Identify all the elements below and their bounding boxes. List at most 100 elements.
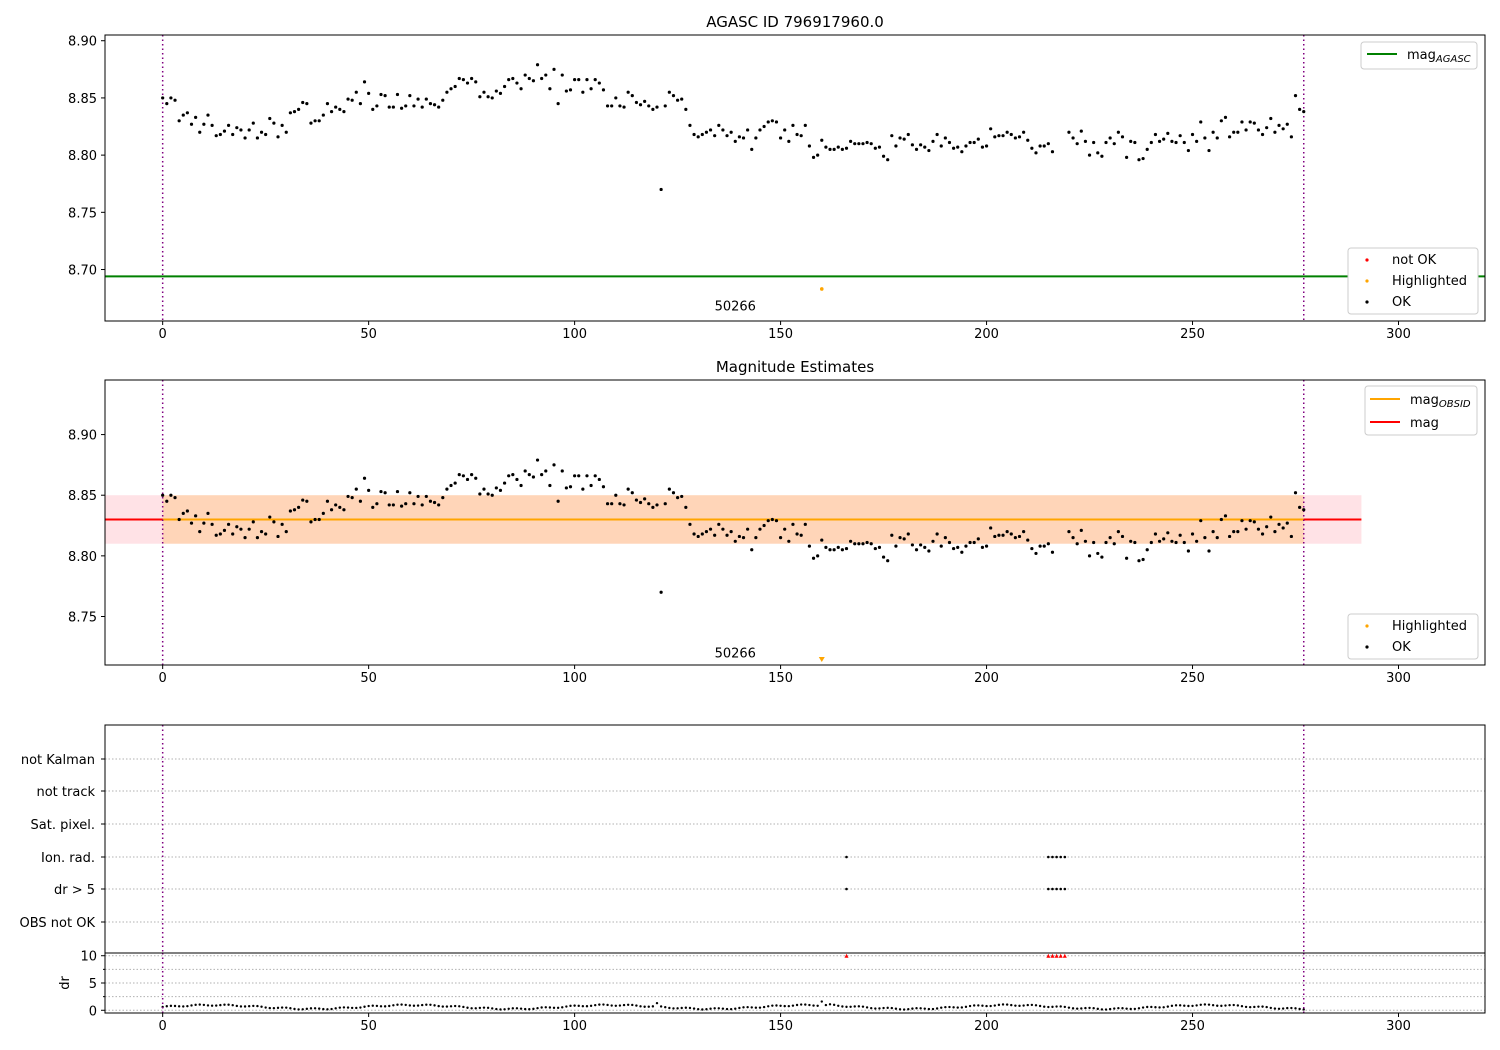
- dr-point: [1187, 1004, 1190, 1008]
- agasc-ok-point: [680, 97, 684, 101]
- agasc-ok-point: [865, 140, 869, 145]
- dr-point: [416, 1004, 420, 1007]
- dr-point: [219, 1003, 222, 1007]
- estimates-ok-point: [1096, 551, 1100, 556]
- estimates-ok-point: [346, 494, 350, 499]
- estimates-ok-point: [247, 527, 251, 531]
- svg-text:magAGASC: magAGASC: [1407, 48, 1471, 65]
- agasc-ok-point: [663, 104, 667, 108]
- estimates-ok-point: [1190, 532, 1195, 536]
- agasc-ok-point: [486, 95, 490, 99]
- estimates-ok-point: [931, 539, 935, 543]
- estimates-ok-point: [573, 474, 577, 478]
- estimates-ok-point: [1100, 555, 1104, 559]
- agasc-ytick-label: 8.90: [68, 35, 97, 50]
- estimates-ok-point: [675, 496, 680, 500]
- flags-point: [1059, 887, 1063, 891]
- agasc-ok-point: [684, 107, 688, 111]
- agasc-ok-point: [700, 132, 704, 137]
- agasc-xtick-label: 300: [1386, 327, 1411, 342]
- agasc-ytick-label: 8.85: [68, 92, 97, 107]
- estimates-ok-point: [886, 559, 890, 563]
- agasc-ok-point: [993, 135, 997, 139]
- dr-point: [425, 1003, 428, 1006]
- estimates-ok-point: [568, 485, 573, 489]
- dr-point: [1088, 1006, 1091, 1010]
- estimates-ok-point: [667, 487, 671, 491]
- estimates-ytick-label: 8.75: [68, 610, 97, 625]
- agasc-ok-point: [371, 107, 375, 111]
- dr-point: [606, 1003, 609, 1007]
- agasc-xtick-label: 100: [562, 327, 587, 342]
- agasc-ok-point: [787, 139, 791, 143]
- estimates-ok-point: [787, 539, 791, 543]
- dr-point: [1294, 1007, 1297, 1010]
- agasc-ok-point: [165, 102, 169, 106]
- agasc-xtick-label: 150: [768, 327, 793, 342]
- agasc-ok-point: [556, 102, 560, 106]
- dr-point: [820, 1000, 823, 1003]
- agasc-ok-point: [873, 146, 877, 150]
- estimates-ok-point: [325, 499, 330, 503]
- agasc-ok-point: [1252, 121, 1256, 125]
- agasc-ok-point: [902, 137, 906, 141]
- dr-xtick-label: 250: [1180, 1019, 1205, 1034]
- dr-point: [923, 1007, 926, 1010]
- dr-point: [363, 1005, 366, 1008]
- estimates-ok-point: [1133, 540, 1137, 545]
- dr-point: [1141, 1006, 1145, 1009]
- agasc-ok-point: [577, 78, 581, 82]
- agasc-ok-point: [964, 144, 968, 148]
- dr-point: [1216, 1004, 1219, 1007]
- agasc-ok-point: [766, 120, 770, 124]
- dr-point: [276, 1006, 280, 1010]
- estimates-ok-point: [741, 536, 746, 540]
- dr-point: [256, 1004, 259, 1008]
- agasc-ok-point: [1034, 151, 1038, 155]
- estimates-ok-point: [1215, 536, 1219, 540]
- dr-point: [342, 1006, 346, 1009]
- dr-point: [375, 1004, 379, 1008]
- estimates-ok-point: [367, 488, 371, 492]
- agasc-ok-point: [568, 88, 573, 92]
- estimates-ok-point: [980, 545, 985, 549]
- dr-point: [350, 1006, 354, 1010]
- agasc-ok-point: [1186, 148, 1191, 153]
- estimates-ok-point: [1087, 554, 1092, 558]
- estimates-legend-bottom: Highlighted OK: [1347, 613, 1479, 660]
- dr-point: [1092, 1007, 1095, 1010]
- estimates-ok-point: [746, 527, 750, 531]
- estimates-ok-point: [721, 527, 725, 531]
- estimates-ok-point: [342, 508, 346, 512]
- dr-point: [948, 1005, 951, 1009]
- agasc-ok-point: [346, 97, 350, 101]
- dr-point: [173, 1004, 177, 1008]
- estimates-ok-point: [531, 475, 536, 479]
- estimates-ok-point: [951, 546, 956, 551]
- dr-point: [190, 1004, 193, 1007]
- agasc-ok-point: [511, 76, 515, 81]
- flags-category-label: dr > 5: [54, 883, 95, 898]
- estimates-ok-point: [1244, 527, 1248, 531]
- estimates-ok-point: [643, 497, 647, 501]
- estimates-ok-point: [758, 527, 762, 531]
- dr-point: [1195, 1004, 1198, 1007]
- agasc-title: AGASC ID 796917960.0: [706, 13, 884, 31]
- dr-point: [420, 1003, 424, 1007]
- estimates-axes-frame: [104, 379, 1486, 666]
- estimates-ok-point: [910, 543, 915, 547]
- estimates-ok-point: [935, 532, 939, 536]
- agasc-ok-point: [478, 95, 482, 99]
- estimates-ok-point: [1001, 533, 1005, 537]
- dr-point: [1166, 1005, 1170, 1008]
- agasc-ok-point: [1096, 151, 1100, 155]
- agasc-ok-point: [976, 137, 980, 141]
- dr-point: [355, 1006, 358, 1010]
- agasc-ok-point: [597, 81, 601, 85]
- estimates-ok-point: [416, 494, 420, 499]
- estimates-ok-point: [1145, 548, 1149, 552]
- agasc-ok-point: [502, 84, 507, 89]
- estimates-ok-point: [432, 500, 437, 505]
- dr-point: [379, 1005, 383, 1008]
